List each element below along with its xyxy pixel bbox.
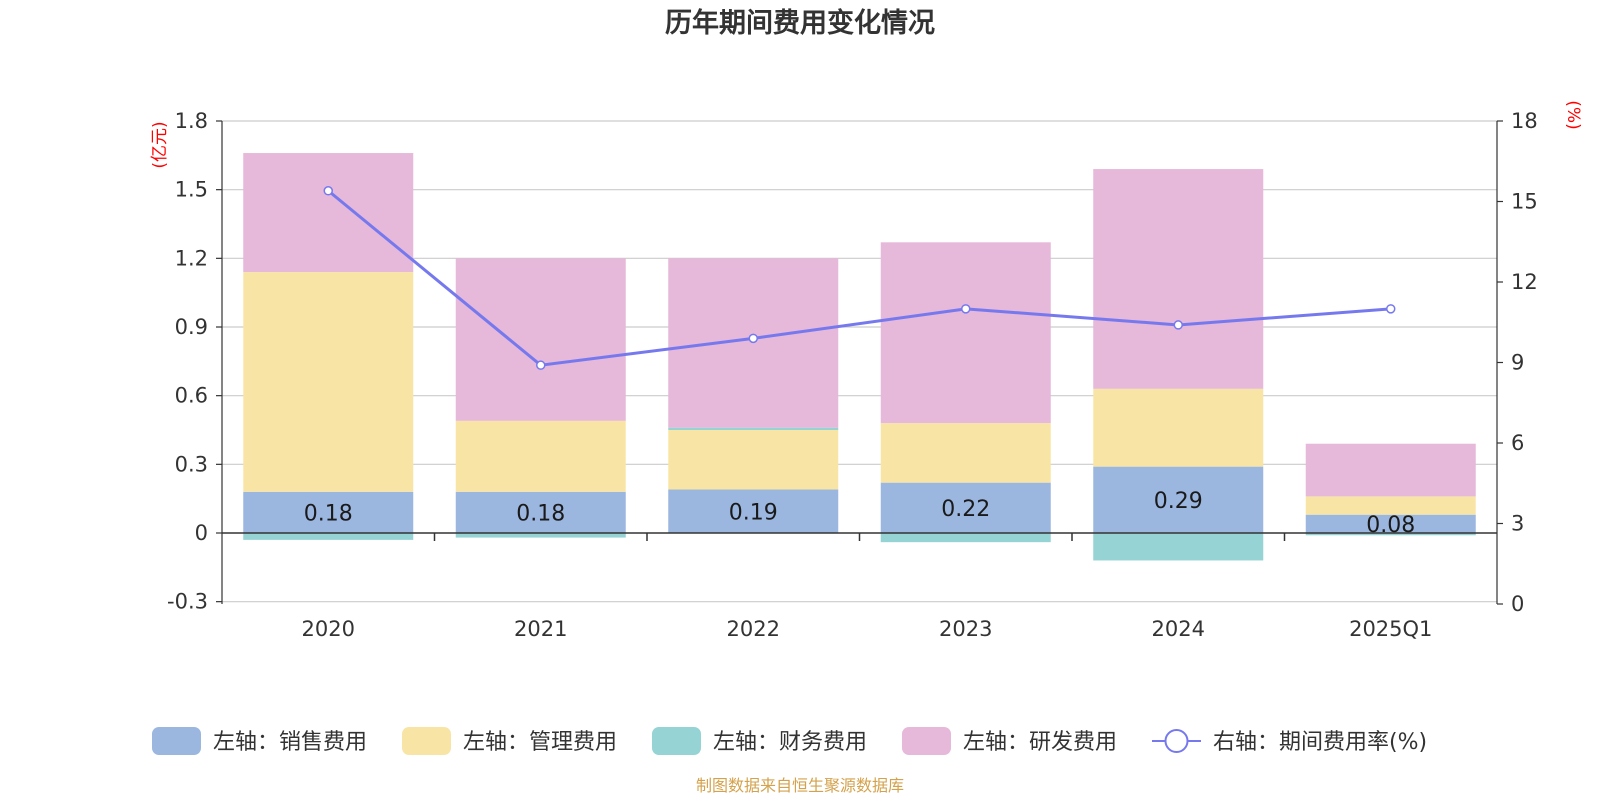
legend-label: 左轴：研发费用 bbox=[963, 730, 1117, 755]
right-tick-label: 9 bbox=[1511, 351, 1524, 375]
left-tick-label: 1.5 bbox=[175, 178, 208, 202]
legend-swatch bbox=[402, 727, 451, 755]
legend-item[interactable]: 左轴：销售费用 bbox=[152, 727, 367, 755]
bar-segment-2 bbox=[1093, 533, 1264, 561]
bar-segment-3 bbox=[243, 153, 414, 273]
data-label: 0.29 bbox=[1154, 489, 1203, 514]
bar-segment-0 bbox=[1093, 466, 1264, 533]
legend-label: 左轴：财务费用 bbox=[713, 730, 867, 755]
left-tick-label: 1.2 bbox=[175, 246, 208, 270]
bar-segment-1 bbox=[243, 272, 414, 492]
bar-segment-2 bbox=[1305, 533, 1476, 536]
x-tick-label: 2020 bbox=[302, 617, 355, 641]
bar-stack bbox=[243, 153, 1476, 561]
right-tick-label: 0 bbox=[1511, 592, 1524, 616]
bar-segment-0 bbox=[455, 491, 626, 533]
data-label: 0.18 bbox=[516, 501, 565, 526]
bar-segment-0 bbox=[880, 482, 1051, 533]
right-tick-label: 18 bbox=[1511, 109, 1538, 133]
rate-point bbox=[748, 333, 758, 344]
rate-point bbox=[961, 304, 971, 314]
rate-point bbox=[323, 186, 333, 196]
bar-segment-3 bbox=[880, 242, 1051, 424]
legend-item[interactable]: 左轴：管理费用 bbox=[402, 727, 617, 755]
rate-line bbox=[323, 186, 1396, 370]
left-tick-label: 0.3 bbox=[175, 452, 208, 476]
bar-segment-3 bbox=[1305, 443, 1476, 497]
rate-point bbox=[536, 360, 546, 370]
legend: 左轴：销售费用 左轴：管理费用 左轴：财务费用 左轴：研发费用 右轴：期间费用率(%) bbox=[152, 727, 1427, 755]
axes: -0.3 0 0.3 0.6 0.9 1.2 1.5 1.8 0 3 6 9 12 15 18 2020 202… bbox=[167, 109, 1538, 641]
legend-label: 左轴：管理费用 bbox=[463, 730, 617, 755]
bar-segment-2 bbox=[243, 533, 414, 540]
right-tick-label: 15 bbox=[1511, 190, 1538, 214]
legend-item[interactable]: 左轴：财务费用 bbox=[652, 727, 867, 755]
x-tick-label: 2023 bbox=[939, 617, 992, 641]
bar-segment-1 bbox=[1305, 496, 1476, 515]
bar-segment-0 bbox=[668, 489, 839, 533]
right-tick-label: 3 bbox=[1511, 512, 1524, 536]
rate-line-path bbox=[327, 189, 1391, 367]
right-tick-label: 12 bbox=[1511, 270, 1538, 294]
legend-swatch bbox=[902, 727, 951, 755]
left-tick-label: -0.3 bbox=[167, 590, 208, 614]
bar-segment-2 bbox=[668, 427, 839, 430]
chart-title: 历年期间费用变化情况 bbox=[665, 7, 935, 39]
bar-segment-1 bbox=[455, 420, 626, 492]
bar-segment-1 bbox=[1093, 388, 1264, 467]
bar-segment-3 bbox=[455, 258, 626, 421]
left-axis-unit: (亿元) bbox=[150, 121, 170, 168]
right-tick-label: 6 bbox=[1511, 431, 1524, 455]
gridlines bbox=[222, 120, 1497, 603]
left-tick-label: 1.8 bbox=[175, 109, 208, 133]
data-labels: 0.18 0.18 0.19 0.22 0.29 0.08 bbox=[304, 489, 1415, 538]
bar-segment-0 bbox=[1305, 514, 1476, 533]
legend-marker bbox=[1164, 729, 1189, 753]
left-tick-label: 0 bbox=[195, 521, 208, 545]
legend-item[interactable]: 左轴：研发费用 bbox=[902, 727, 1117, 755]
left-tick-label: 0.9 bbox=[175, 315, 208, 339]
data-label: 0.18 bbox=[304, 501, 353, 526]
legend-label: 右轴：期间费用率(%) bbox=[1213, 730, 1427, 755]
bar-segment-3 bbox=[1093, 169, 1264, 389]
x-tick-label: 2022 bbox=[727, 617, 780, 641]
bar-segment-0 bbox=[243, 491, 414, 533]
legend-item[interactable]: 右轴：期间费用率(%) bbox=[1152, 729, 1427, 755]
bar-segment-1 bbox=[880, 423, 1051, 483]
x-tick-label: 2021 bbox=[514, 617, 567, 641]
left-tick-label: 0.6 bbox=[175, 384, 208, 408]
bar-segment-2 bbox=[880, 533, 1051, 543]
bar-segment-2 bbox=[455, 533, 626, 538]
bar-segment-1 bbox=[668, 430, 839, 490]
right-axis-unit: (%) bbox=[1563, 100, 1583, 129]
legend-swatch bbox=[152, 727, 201, 755]
legend-swatch bbox=[652, 727, 701, 755]
source-note: 制图数据来自恒生聚源数据库 bbox=[696, 776, 904, 795]
x-tick-label: 2024 bbox=[1152, 617, 1205, 641]
legend-label: 左轴：销售费用 bbox=[213, 730, 367, 755]
data-label: 0.22 bbox=[941, 497, 990, 522]
rate-point bbox=[1386, 304, 1396, 314]
rate-point bbox=[1173, 320, 1183, 330]
data-label: 0.08 bbox=[1366, 513, 1415, 538]
data-label: 0.19 bbox=[729, 500, 778, 525]
x-tick-label: 2025Q1 bbox=[1349, 617, 1432, 641]
